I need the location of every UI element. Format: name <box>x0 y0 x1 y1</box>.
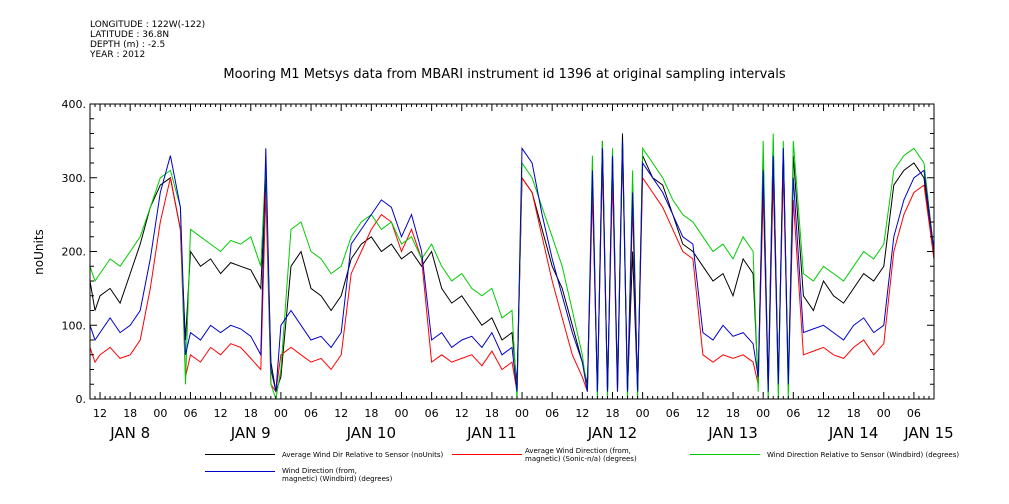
y-tick-label: 0. <box>76 393 87 406</box>
legend-label-1: Average Wind Direction (from, magnetic) … <box>525 447 637 463</box>
series-line-1 <box>89 148 935 393</box>
x-tick-label: 18 <box>847 407 861 420</box>
x-tick-label: 06 <box>183 407 197 420</box>
x-tick-label: 18 <box>364 407 378 420</box>
day-label: JAN 9 <box>230 424 271 442</box>
x-tick-label: 06 <box>425 407 439 420</box>
x-tick-label: 12 <box>575 407 589 420</box>
day-label: JAN 10 <box>346 424 397 442</box>
y-axis-label: noUnits <box>32 229 46 275</box>
x-tick-label: 00 <box>636 407 650 420</box>
day-label: JAN 12 <box>587 424 638 442</box>
x-tick-label: 00 <box>394 407 408 420</box>
x-tick-label: 06 <box>545 407 559 420</box>
legend-swatch-2 <box>690 454 760 455</box>
y-tick-label: 100. <box>62 319 87 332</box>
legend-label-3: Wind Direction (from, magnetic) (Windbir… <box>282 467 393 483</box>
year-label: YEAR : 2012 <box>90 50 146 60</box>
x-tick-label: 00 <box>515 407 529 420</box>
x-tick-label: 18 <box>244 407 258 420</box>
x-tick-label: 12 <box>93 407 107 420</box>
y-tick-label: 400. <box>62 98 87 111</box>
y-tick-label: 300. <box>62 172 87 185</box>
day-label: JAN 15 <box>903 424 954 442</box>
chart-title: Mooring M1 Metsys data from MBARI instru… <box>223 67 786 82</box>
x-tick-label: 12 <box>214 407 228 420</box>
day-label: JAN 11 <box>466 424 517 442</box>
legend-label-2: Wind Direction Relative to Sensor (Windb… <box>767 451 960 459</box>
series-line-2 <box>89 133 935 400</box>
x-tick-label: 12 <box>334 407 348 420</box>
longitude-label: LONGITUDE : 122W(-122) <box>90 20 206 30</box>
x-tick-label: 00 <box>756 407 770 420</box>
x-tick-label: 06 <box>666 407 680 420</box>
x-tick-label: 00 <box>274 407 288 420</box>
x-tick-label: 06 <box>907 407 921 420</box>
x-tick-label: 12 <box>816 407 830 420</box>
metadata-block: LONGITUDE : 122W(-122) LATITUDE : 36.8N … <box>90 20 205 60</box>
x-tick-label: 00 <box>877 407 891 420</box>
day-label: JAN 8 <box>109 424 150 442</box>
legend-label-0: Average Wind Dir Relative to Sensor (noU… <box>282 451 444 459</box>
legend-swatch-0 <box>205 454 275 455</box>
series-line-3 <box>89 140 935 392</box>
legend-swatch-1 <box>452 454 522 455</box>
x-tick-label: 00 <box>153 407 167 420</box>
x-tick-label: 18 <box>123 407 137 420</box>
x-tick-label: 06 <box>786 407 800 420</box>
x-tick-label: 12 <box>696 407 710 420</box>
plot-frame <box>89 103 935 400</box>
depth-label: DEPTH (m) : -2.5 <box>90 40 166 50</box>
day-label: JAN 13 <box>707 424 758 442</box>
x-tick-label: 06 <box>304 407 318 420</box>
x-tick-label: 18 <box>726 407 740 420</box>
legend-swatch-3 <box>205 471 275 472</box>
day-label: JAN 14 <box>828 424 879 442</box>
y-tick-label: 200. <box>62 246 87 259</box>
x-tick-label: 18 <box>605 407 619 420</box>
latitude-label: LATITUDE : 36.8N <box>90 30 170 40</box>
x-tick-label: 12 <box>455 407 469 420</box>
x-tick-label: 18 <box>485 407 499 420</box>
